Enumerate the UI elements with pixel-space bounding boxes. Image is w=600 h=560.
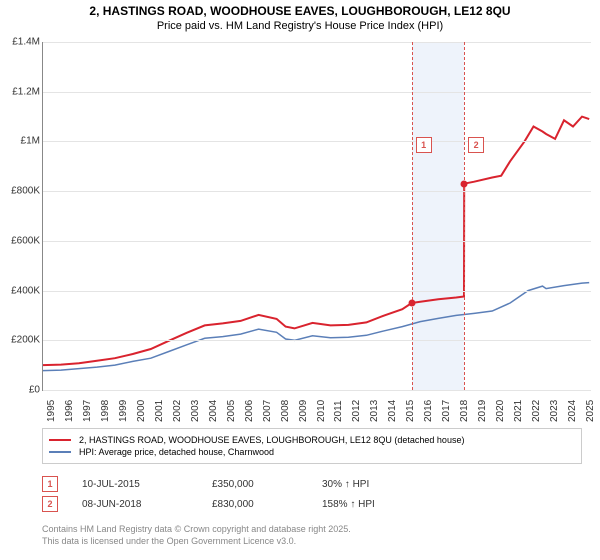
ytick-label: £1.2M xyxy=(2,86,40,97)
xtick-label: 2011 xyxy=(333,400,344,422)
xtick-label: 2002 xyxy=(172,400,183,422)
xtick-label: 1996 xyxy=(64,400,75,422)
ytick-label: £1.4M xyxy=(2,37,40,48)
series-hpi xyxy=(43,283,589,371)
legend-row-hpi: HPI: Average price, detached house, Char… xyxy=(49,447,575,457)
footer-line1: Contains HM Land Registry data © Crown c… xyxy=(42,524,351,536)
legend-label-price: 2, HASTINGS ROAD, WOODHOUSE EAVES, LOUGH… xyxy=(79,435,464,445)
xtick-label: 1999 xyxy=(118,400,129,422)
lines-svg xyxy=(43,42,591,390)
gridline xyxy=(43,42,591,43)
xtick-label: 2006 xyxy=(244,400,255,422)
gridline xyxy=(43,291,591,292)
chart-title-line1: 2, HASTINGS ROAD, WOODHOUSE EAVES, LOUGH… xyxy=(0,0,600,20)
sales-price: £350,000 xyxy=(212,479,322,490)
xtick-label: 1998 xyxy=(100,400,111,422)
xtick-label: 2014 xyxy=(387,400,398,422)
plot-area: 12 xyxy=(42,42,591,391)
xtick-label: 2005 xyxy=(226,400,237,422)
xtick-label: 2013 xyxy=(369,400,380,422)
xtick-label: 2001 xyxy=(154,400,165,422)
ytick-label: £800K xyxy=(2,186,40,197)
legend-row-price: 2, HASTINGS ROAD, WOODHOUSE EAVES, LOUGH… xyxy=(49,435,575,445)
xtick-label: 1995 xyxy=(46,400,57,422)
gridline xyxy=(43,141,591,142)
xtick-label: 2025 xyxy=(585,400,596,422)
xtick-label: 2021 xyxy=(513,400,524,422)
marker-line xyxy=(464,42,465,390)
gridline xyxy=(43,390,591,391)
legend-label-hpi: HPI: Average price, detached house, Char… xyxy=(79,447,274,457)
xtick-label: 2009 xyxy=(298,400,309,422)
sales-row: 2 08-JUN-2018£830,000158% ↑ HPI xyxy=(42,496,442,512)
chart-title-line2: Price paid vs. HM Land Registry's House … xyxy=(0,20,600,36)
xtick-label: 2015 xyxy=(405,400,416,422)
marker-box: 1 xyxy=(416,137,432,153)
sales-table: 1 10-JUL-2015£350,00030% ↑ HPI 2 08-JUN-201… xyxy=(42,472,442,516)
footer: Contains HM Land Registry data © Crown c… xyxy=(42,524,351,547)
legend-swatch-hpi xyxy=(49,451,71,453)
xtick-label: 2004 xyxy=(208,400,219,422)
xtick-label: 2008 xyxy=(280,400,291,422)
xtick-label: 1997 xyxy=(82,400,93,422)
marker-line xyxy=(412,42,413,390)
ytick-label: £1M xyxy=(2,136,40,147)
ytick-label: £200K xyxy=(2,335,40,346)
legend-swatch-price xyxy=(49,439,71,441)
xtick-label: 2022 xyxy=(531,400,542,422)
sales-pct: 30% ↑ HPI xyxy=(322,479,442,490)
sales-price: £830,000 xyxy=(212,499,322,510)
marker-box: 2 xyxy=(468,137,484,153)
sales-date: 08-JUN-2018 xyxy=(82,499,212,510)
ytick-label: £0 xyxy=(2,385,40,396)
xtick-label: 2012 xyxy=(351,400,362,422)
footer-line2: This data is licensed under the Open Gov… xyxy=(42,536,351,548)
xtick-label: 2000 xyxy=(136,400,147,422)
gridline xyxy=(43,241,591,242)
xtick-label: 2007 xyxy=(262,400,273,422)
xtick-label: 2023 xyxy=(549,400,560,422)
xtick-label: 2017 xyxy=(441,400,452,422)
xtick-label: 2019 xyxy=(477,400,488,422)
sales-marker: 2 xyxy=(42,496,58,512)
ytick-label: £400K xyxy=(2,285,40,296)
chart-container: 2, HASTINGS ROAD, WOODHOUSE EAVES, LOUGH… xyxy=(0,0,600,560)
sale-dot xyxy=(461,180,468,187)
xtick-label: 2018 xyxy=(459,400,470,422)
ytick-label: £600K xyxy=(2,235,40,246)
sales-pct: 158% ↑ HPI xyxy=(322,499,442,510)
gridline xyxy=(43,191,591,192)
gridline xyxy=(43,92,591,93)
sales-marker: 1 xyxy=(42,476,58,492)
xtick-label: 2010 xyxy=(316,400,327,422)
xtick-label: 2003 xyxy=(190,400,201,422)
xtick-label: 2020 xyxy=(495,400,506,422)
sale-dot xyxy=(408,300,415,307)
sales-date: 10-JUL-2015 xyxy=(82,479,212,490)
sales-row: 1 10-JUL-2015£350,00030% ↑ HPI xyxy=(42,476,442,492)
xtick-label: 2024 xyxy=(567,400,578,422)
gridline xyxy=(43,340,591,341)
legend: 2, HASTINGS ROAD, WOODHOUSE EAVES, LOUGH… xyxy=(42,428,582,464)
xtick-label: 2016 xyxy=(423,400,434,422)
